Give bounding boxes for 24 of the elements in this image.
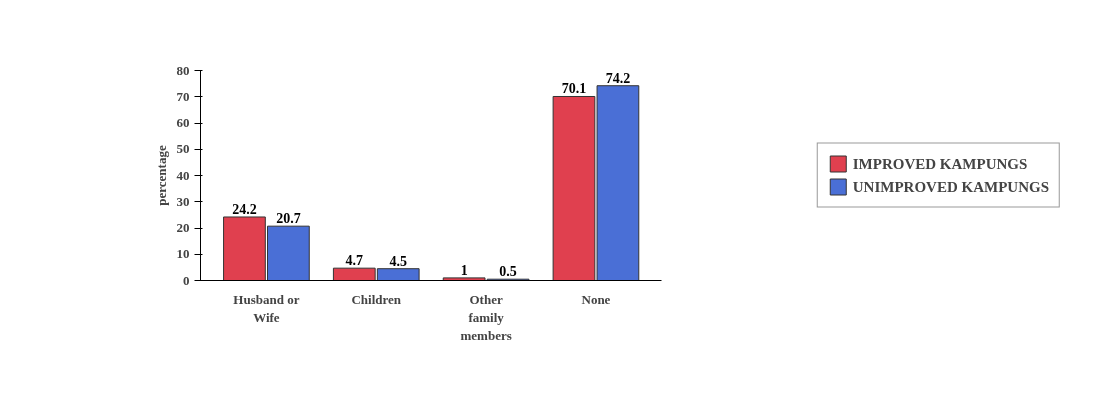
y-tick-label: 80 [176,62,190,78]
y-tick-label: 0 [183,272,190,288]
data-label: 4.7 [345,253,364,269]
data-label: 0.5 [499,264,517,280]
data-label: 20.7 [276,211,301,227]
y-axis-title: percentage [153,145,169,206]
data-label: 74.2 [605,70,631,86]
y-tick-label: 10 [176,246,190,262]
x-tick-label: Other family members [460,291,512,343]
x-tick-label: Husband or Wife [233,291,300,325]
legend-label: IMPROVED KAMPUNGS [852,155,1028,172]
x-tick-label: None [581,291,611,307]
data-label: 1 [460,262,468,278]
legend-label: UNIMPROVED KAMPUNGS [852,178,1049,195]
data-label: 70.1 [561,81,587,97]
y-tick-label: 30 [176,193,190,209]
y-tick-label: 60 [176,115,190,130]
data-label: 4.5 [389,253,407,269]
data-label: 24.2 [232,201,257,217]
y-tick-label: 50 [176,141,190,157]
y-tick-label: 40 [176,167,190,183]
x-tick-label: Children [351,291,402,307]
y-tick-label: 20 [176,220,190,235]
y-tick-label: 70 [176,88,190,104]
